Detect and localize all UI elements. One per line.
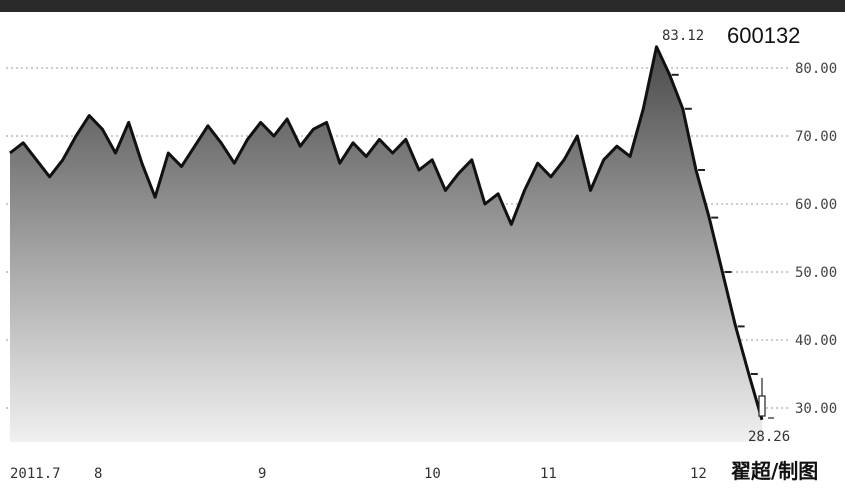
decline-dash-markers [671,73,758,375]
x-axis-ticks: 2011.7 8 9 10 11 12 [10,466,707,482]
x-tick-label: 8 [94,466,102,482]
y-tick-label: 60.00 [795,197,837,213]
x-tick-label: 12 [690,466,707,482]
x-tick-label: 10 [424,466,441,482]
x-tick-label: 11 [540,466,557,482]
price-area-fill [10,46,762,443]
credit-label: 翟超/制图 [731,459,818,483]
stock-code-label: 600132 [727,23,800,48]
y-tick-label: 30.00 [795,401,837,417]
low-annotation: 28.26 [748,429,790,445]
x-tick-label: 9 [258,466,266,482]
y-tick-label: 80.00 [795,61,837,77]
y-tick-label: 50.00 [795,265,837,281]
top-border [0,0,845,12]
y-axis-ticks: 80.00 70.00 60.00 50.00 40.00 30.00 [795,61,837,417]
price-line [9,45,764,421]
low-candle [758,378,774,419]
high-annotation: 83.12 [662,28,704,44]
y-tick-label: 70.00 [795,129,837,145]
x-tick-label: 2011.7 [10,466,61,482]
y-tick-label: 40.00 [795,333,837,349]
